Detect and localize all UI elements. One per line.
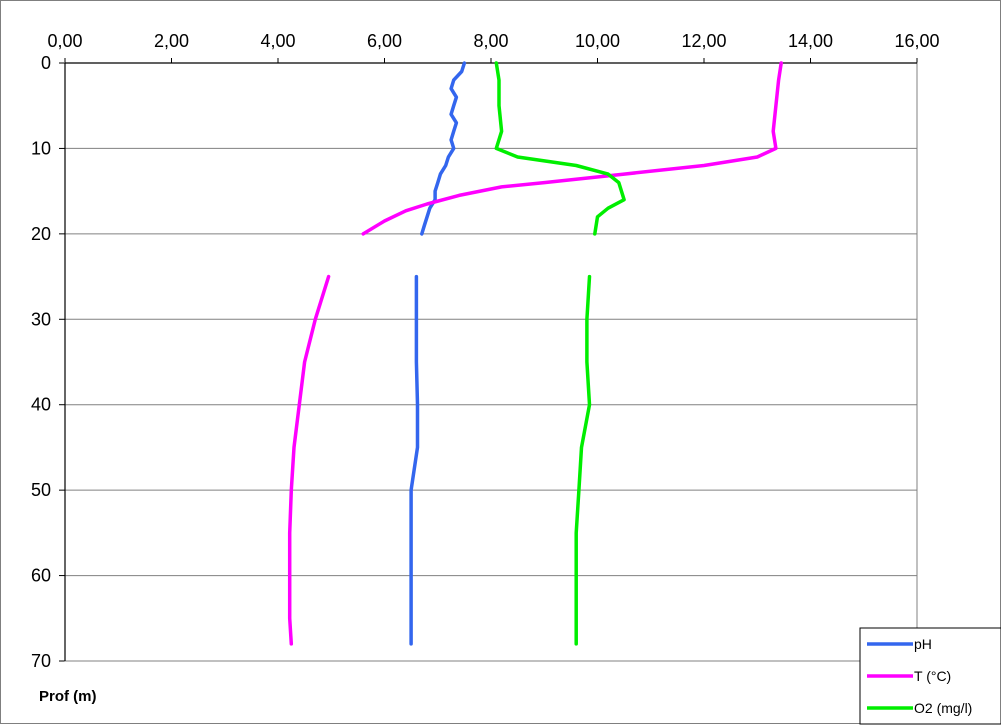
series-lines — [287, 61, 783, 646]
x-tick-label: 14,00 — [788, 31, 833, 51]
y-tick-label: 60 — [31, 566, 51, 586]
plot-area — [65, 63, 917, 661]
x-tick-label: 4,00 — [260, 31, 295, 51]
y-tick-label: 30 — [31, 309, 51, 329]
x-tick-label: 10,00 — [575, 31, 620, 51]
x-tick-label: 2,00 — [154, 31, 189, 51]
y-tick-label: 10 — [31, 138, 51, 158]
y-tick-label: 20 — [31, 224, 51, 244]
legend-label-ph: pH — [914, 636, 932, 652]
x-tick-label: 12,00 — [681, 31, 726, 51]
y-tick-label: 0 — [41, 53, 51, 73]
series-line-ph-segment-1 — [420, 61, 467, 236]
y-tick-labels: 0 10 20 30 40 50 60 70 — [31, 53, 51, 671]
legend-label-t-c: T (°C) — [914, 668, 951, 684]
x-tick-label: 6,00 — [367, 31, 402, 51]
legend: pH T (°C) O2 (mg/l) — [859, 627, 1001, 725]
legend-label-o2-mg-l: O2 (mg/l) — [914, 700, 972, 716]
y-tick-label: 40 — [31, 395, 51, 415]
y-axis-title: Prof (m) — [39, 688, 97, 705]
x-tick-label: 16,00 — [894, 31, 939, 51]
axes — [59, 58, 918, 662]
x-tick-labels: 0,00 2,00 4,00 6,00 8,00 10,00 12,00 14,00 16,00 — [47, 31, 939, 51]
series-line-t-c-segment-1 — [361, 61, 783, 236]
y-tick-label: 70 — [31, 651, 51, 671]
series-line-t-c-segment-2 — [287, 274, 331, 646]
series-line-o2-mg-l-segment-1 — [494, 61, 626, 236]
x-tick-label: 0,00 — [47, 31, 82, 51]
series-line-o2-mg-l-segment-2 — [574, 274, 592, 646]
x-tick-label: 8,00 — [473, 31, 508, 51]
y-tick-label: 50 — [31, 480, 51, 500]
series-line-ph-segment-2 — [409, 274, 420, 646]
